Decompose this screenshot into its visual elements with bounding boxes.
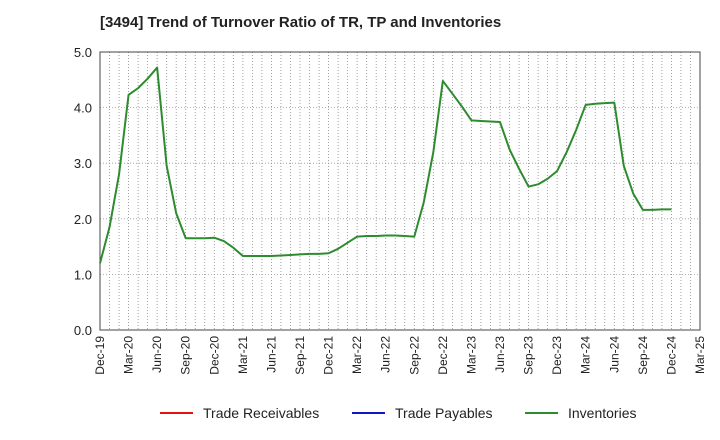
- y-tick-label: 3.0: [74, 156, 92, 171]
- x-tick-label: Jun-20: [150, 336, 164, 373]
- x-tick-label: Mar-23: [464, 336, 478, 374]
- x-tick-label: Jun-23: [493, 336, 507, 373]
- y-tick-label: 4.0: [74, 101, 92, 116]
- x-tick-label: Mar-25: [693, 336, 707, 374]
- chart-title: [3494] Trend of Turnover Ratio of TR, TP…: [100, 14, 502, 31]
- x-tick-label: Dec-24: [664, 336, 678, 375]
- x-tick-label: Mar-22: [350, 336, 364, 374]
- legend-swatch-inventories: [525, 412, 558, 414]
- legend-label-trade-receivables: Trade Receivables: [203, 405, 320, 421]
- y-tick-label: 0.0: [74, 323, 92, 338]
- legend-swatch-trade-receivables: [160, 412, 193, 414]
- y-tick-label: 2.0: [74, 212, 92, 227]
- x-tick-label: Mar-21: [236, 336, 250, 374]
- x-tick-label: Sep-23: [522, 336, 536, 375]
- legend-label-inventories: Inventories: [568, 405, 637, 421]
- legend-item-trade-payables: Trade Payables: [352, 405, 493, 421]
- x-tick-label: Jun-22: [379, 336, 393, 373]
- x-tick-label: Jun-24: [607, 336, 621, 373]
- x-tick-label: Dec-23: [550, 336, 564, 375]
- series-line-inventories: [99, 66, 672, 264]
- plot-frame: [99, 51, 701, 331]
- legend-item-inventories: Inventories: [525, 405, 636, 421]
- chart-legend: Trade Receivables Trade Payables Invento…: [0, 405, 720, 425]
- x-tick-label: Mar-24: [579, 336, 593, 374]
- y-tick-label: 1.0: [74, 267, 92, 282]
- x-tick-label: Dec-19: [93, 336, 107, 375]
- x-tick-label: Sep-24: [636, 336, 650, 375]
- x-tick-label: Sep-22: [407, 336, 421, 375]
- x-tick-label: Dec-21: [322, 336, 336, 375]
- x-tick-label: Dec-20: [207, 336, 221, 375]
- y-tick-label: 5.0: [74, 45, 92, 60]
- x-tick-label: Sep-21: [293, 336, 307, 375]
- legend-label-trade-payables: Trade Payables: [395, 405, 493, 421]
- legend-swatch-trade-payables: [352, 412, 385, 414]
- x-tick-label: Jun-21: [264, 336, 278, 373]
- x-tick-label: Mar-20: [122, 336, 136, 374]
- legend-item-trade-receivables: Trade Receivables: [160, 405, 319, 421]
- x-tick-label: Sep-20: [179, 336, 193, 375]
- x-tick-label: Dec-22: [436, 336, 450, 375]
